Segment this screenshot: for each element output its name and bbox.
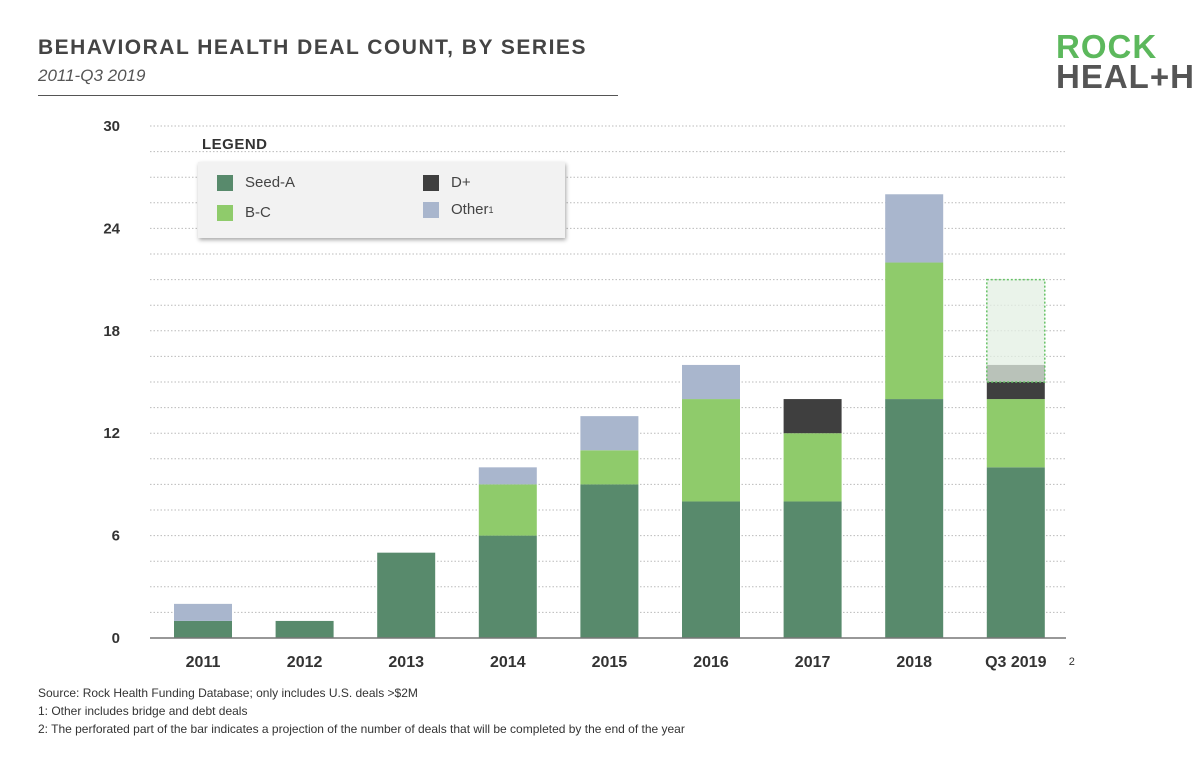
legend-box xyxy=(198,162,565,238)
bar-segment-other xyxy=(682,364,740,400)
bar-segment-b-c xyxy=(580,450,639,485)
bar-segment-seed-a xyxy=(682,501,740,638)
legend-item-other: Other 1 xyxy=(423,201,494,218)
chart-title: BEHAVIORAL HEALTH DEAL COUNT, BY SERIES xyxy=(38,36,587,59)
y-tick-label: 6 xyxy=(112,528,120,545)
legend-swatch xyxy=(217,204,233,221)
title-divider xyxy=(38,95,618,96)
x-tick-label: 2013 xyxy=(388,654,424,671)
footnote-1: 1: Other includes bridge and debt deals xyxy=(38,704,248,718)
bar-segment-other xyxy=(580,416,639,451)
y-tick-label: 18 xyxy=(103,323,120,340)
x-tick-label: 2017 xyxy=(795,654,831,671)
x-tick-label: 2015 xyxy=(592,654,628,671)
x-tick-label: 2018 xyxy=(896,654,932,671)
bar-segment-other xyxy=(174,603,232,621)
legend-swatch xyxy=(423,201,439,218)
y-tick-label: 30 xyxy=(103,118,120,135)
source-note: Source: Rock Health Funding Database; on… xyxy=(38,686,418,700)
footnote-marker: 2 xyxy=(1069,656,1075,668)
legend-label: B-C xyxy=(245,204,271,221)
y-tick-label: 0 xyxy=(112,630,120,647)
legend-title: LEGEND xyxy=(202,136,268,153)
bar-segment-seed-a xyxy=(885,399,944,638)
bar-segment-seed-a xyxy=(174,620,232,638)
footnotes: Source: Rock Health Funding Database; on… xyxy=(38,684,685,738)
bar-segment-seed-a xyxy=(783,501,842,638)
bar-segment-b-c xyxy=(682,399,740,502)
x-tick-label: 2014 xyxy=(490,654,526,671)
legend-swatch xyxy=(217,174,233,191)
legend-item-seed-a: Seed-A xyxy=(217,174,295,191)
bar-segment-b-c xyxy=(986,399,1045,468)
y-tick-label: 12 xyxy=(103,425,120,442)
bar-segment-seed-a xyxy=(478,535,537,638)
legend-item-b-c: B-C xyxy=(217,204,271,221)
bar-segment-seed-a xyxy=(986,467,1045,638)
bar-segment-b-c xyxy=(783,433,842,502)
bar-segment-b-c xyxy=(478,484,537,536)
logo-line-2: HEAL+H xyxy=(1056,58,1195,95)
chart-subtitle: 2011-Q3 2019 xyxy=(38,66,146,85)
legend-swatch xyxy=(423,174,439,191)
bar-segment-b-c xyxy=(885,262,944,400)
footnote-2: 2: The perforated part of the bar indica… xyxy=(38,722,685,736)
rock-health-logo: ROCK HEAL+H xyxy=(1056,28,1195,95)
legend-label: D+ xyxy=(451,174,471,191)
y-tick-label: 24 xyxy=(103,220,120,237)
x-tick-label: 2011 xyxy=(186,654,221,671)
legend-item-d-plus: D+ xyxy=(423,174,471,191)
x-tick-label: Q3 2019 xyxy=(985,654,1046,671)
legend-label: Other xyxy=(451,201,489,218)
projection-bar xyxy=(986,278,1046,383)
footnote-marker: 1 xyxy=(488,204,494,215)
x-tick-label: 2016 xyxy=(693,654,729,671)
logo-line-1: ROCK xyxy=(1056,28,1158,65)
bar-segment-seed-a xyxy=(377,552,436,638)
bar-segment-other xyxy=(478,467,537,485)
bar-segment-other xyxy=(885,194,944,263)
bar-segment-seed-a xyxy=(275,620,334,638)
bar-segment-d- xyxy=(783,399,842,434)
x-tick-label: 2012 xyxy=(287,654,323,671)
legend-label: Seed-A xyxy=(245,174,296,191)
bar-segment-seed-a xyxy=(580,484,639,638)
